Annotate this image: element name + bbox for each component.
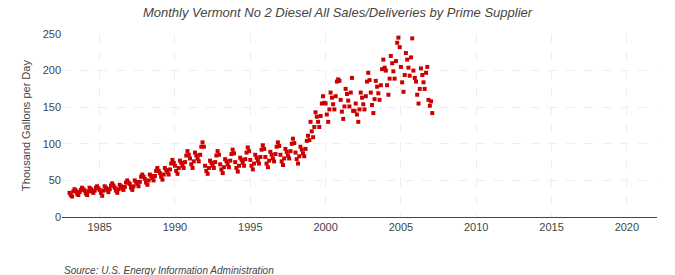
svg-text:1995: 1995 — [238, 221, 262, 233]
svg-text:Thousand Gallons per Day: Thousand Gallons per Day — [20, 60, 32, 191]
svg-text:50: 50 — [49, 174, 61, 186]
svg-text:0: 0 — [55, 211, 61, 223]
svg-text:200: 200 — [43, 64, 61, 76]
svg-text:2000: 2000 — [313, 221, 337, 233]
svg-text:1985: 1985 — [87, 221, 111, 233]
svg-text:1990: 1990 — [163, 221, 187, 233]
svg-text:100: 100 — [43, 138, 61, 150]
svg-text:250: 250 — [43, 28, 61, 40]
svg-text:2010: 2010 — [464, 221, 488, 233]
svg-text:2020: 2020 — [615, 221, 639, 233]
svg-text:Source: U.S. Energy Informatio: Source: U.S. Energy Information Administ… — [64, 265, 274, 275]
svg-text:2005: 2005 — [389, 221, 413, 233]
svg-text:150: 150 — [43, 101, 61, 113]
svg-text:Monthly Vermont No 2 Diesel Al: Monthly Vermont No 2 Diesel All Sales/De… — [143, 5, 533, 20]
svg-text:2015: 2015 — [539, 221, 563, 233]
